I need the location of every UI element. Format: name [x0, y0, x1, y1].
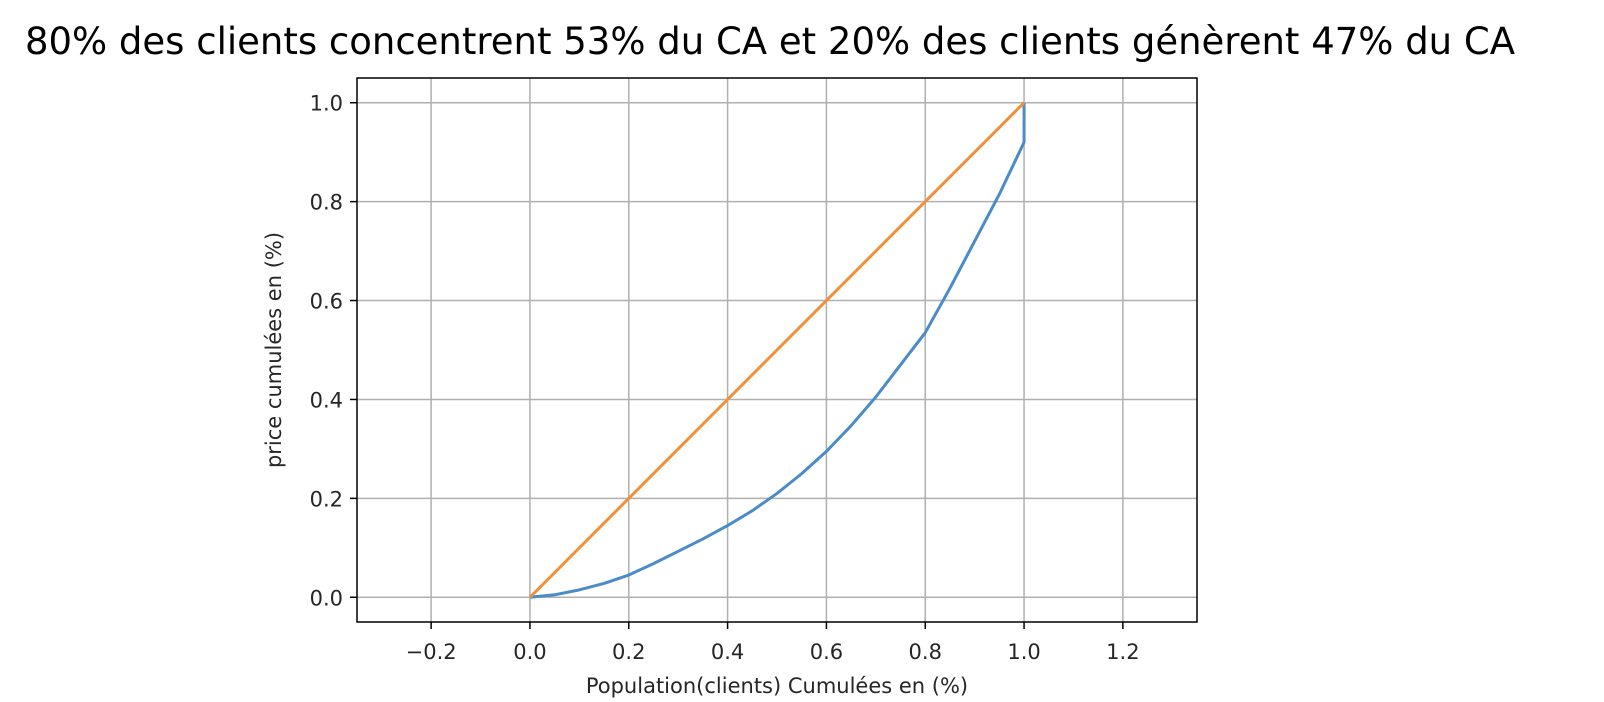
tick-marks: [350, 101, 1124, 629]
x-tick-label: 0.2: [612, 640, 645, 664]
x-tick-labels: −0.2 0.0 0.2 0.4 0.6 0.8 1.0 1.2: [406, 640, 1140, 664]
series-layer: [528, 101, 1026, 599]
grid: [357, 78, 1197, 622]
x-tick-label: 0.8: [909, 640, 942, 664]
x-tick-label: 1.0: [1007, 640, 1040, 664]
y-tick-label: 0.2: [310, 487, 343, 511]
x-axis-label: Population(clients) Cumulées en (%): [586, 674, 968, 698]
equality-line: [528, 101, 1026, 599]
y-axis-label: price cumulées en (%): [262, 232, 286, 468]
x-tick-label: 0.4: [711, 640, 744, 664]
lorenz-curve-line: [529, 102, 1026, 599]
x-tick-label: 0.0: [513, 640, 546, 664]
x-tick-label: 1.2: [1106, 640, 1139, 664]
y-tick-label: 0.0: [310, 586, 343, 610]
y-tick-label: 0.8: [310, 191, 343, 215]
x-tick-label: −0.2: [406, 640, 457, 664]
y-tick-label: 0.6: [310, 290, 343, 314]
x-tick-label: 0.6: [810, 640, 843, 664]
y-tick-label: 0.4: [310, 388, 343, 412]
y-tick-labels: 0.0 0.2 0.4 0.6 0.8 1.0: [310, 92, 343, 611]
chart-title: 80% des clients concentrent 53% du CA et…: [24, 20, 1516, 63]
plot-frame: [356, 77, 1198, 623]
y-tick-label: 1.0: [310, 92, 343, 116]
